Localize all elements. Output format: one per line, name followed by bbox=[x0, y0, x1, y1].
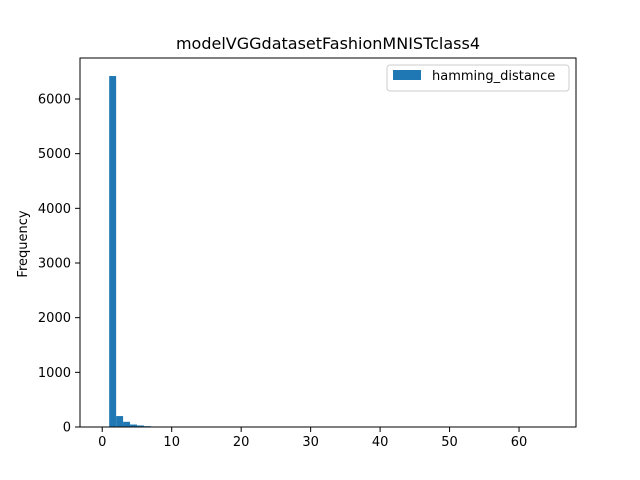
chart-title: modelVGGdatasetFashionMNISTclass4 bbox=[176, 34, 480, 53]
x-tick-label-0: 0 bbox=[98, 435, 106, 450]
y-axis-label: Frequency bbox=[16, 210, 31, 277]
histogram-bar-4 bbox=[136, 425, 144, 427]
histogram-bar-3 bbox=[130, 424, 137, 427]
y-tick-label-1: 1000 bbox=[38, 366, 71, 381]
legend-swatch bbox=[393, 70, 421, 80]
x-tick-label-6: 60 bbox=[511, 435, 528, 450]
legend-box bbox=[386, 64, 570, 92]
y-tick-label-5: 5000 bbox=[38, 147, 71, 162]
y-tick-label-6: 6000 bbox=[38, 93, 71, 108]
legend-label: hamming_distance bbox=[432, 69, 555, 84]
legend: hamming_distance bbox=[386, 64, 570, 92]
x-axis-ticks: 0 10 20 30 40 50 60 bbox=[98, 427, 527, 450]
histogram-bar-1 bbox=[116, 416, 124, 427]
plot-frame bbox=[79, 57, 577, 428]
y-tick-label-0: 0 bbox=[63, 421, 71, 436]
histogram-bar-2 bbox=[123, 421, 131, 427]
y-tick-label-2: 2000 bbox=[38, 311, 71, 326]
x-tick-label-2: 20 bbox=[233, 435, 250, 450]
y-tick-label-4: 4000 bbox=[38, 202, 71, 217]
x-tick-label-4: 40 bbox=[372, 435, 389, 450]
y-tick-label-3: 3000 bbox=[38, 257, 71, 272]
x-tick-label-5: 50 bbox=[441, 435, 458, 450]
x-tick-label-1: 10 bbox=[163, 435, 180, 450]
histogram-bar-0 bbox=[109, 76, 117, 427]
y-axis-ticks: 0 1000 2000 3000 4000 5000 6000 bbox=[38, 93, 80, 436]
x-tick-label-3: 30 bbox=[302, 435, 319, 450]
